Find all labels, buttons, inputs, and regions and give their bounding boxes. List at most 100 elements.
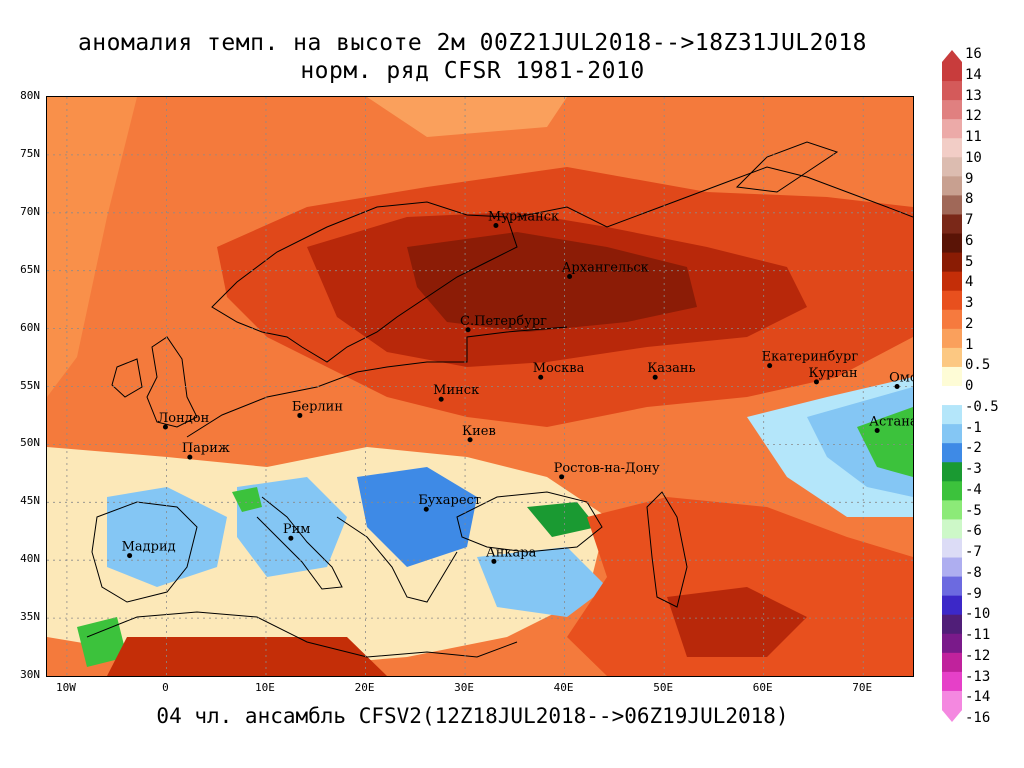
colorbar-swatch bbox=[942, 576, 962, 597]
colorbar-swatch bbox=[942, 538, 962, 559]
city-label: Мадрид bbox=[122, 540, 176, 555]
colorbar-label: 1 bbox=[965, 336, 974, 353]
colorbar-label: 11 bbox=[965, 129, 982, 145]
colorbar-swatch bbox=[942, 633, 962, 654]
iran-hot-area bbox=[667, 587, 807, 657]
colorbar-label: 7 bbox=[965, 212, 974, 228]
colorbar-label: 3 bbox=[965, 295, 974, 311]
atlantic-warm-area bbox=[47, 97, 137, 397]
colorbar-label: 6 bbox=[965, 232, 974, 249]
novaya-zemlya-coast bbox=[735, 141, 839, 193]
colorbar-label: 2 bbox=[965, 315, 974, 332]
colorbar-label: 14 bbox=[965, 66, 982, 83]
colorbar-swatch bbox=[942, 424, 962, 444]
colorbar-swatch bbox=[942, 481, 962, 501]
colorbar-label: -14 bbox=[965, 689, 991, 706]
latitude-label: 35N bbox=[20, 610, 40, 624]
anatolia-cool-area bbox=[477, 547, 607, 617]
arctic-light-area bbox=[367, 97, 567, 137]
colorbar-swatch bbox=[942, 119, 962, 139]
colorbar-label: -0.5 bbox=[965, 398, 999, 415]
longitude-label: 70E bbox=[852, 681, 873, 694]
latitude-label: 70N bbox=[20, 204, 40, 218]
city-label: Екатеринбург bbox=[762, 350, 859, 365]
city-marker bbox=[493, 223, 499, 229]
alps-green-area bbox=[232, 487, 262, 512]
latitude-label: 50N bbox=[20, 436, 40, 450]
colorbar-label: -13 bbox=[965, 668, 991, 685]
longitude-label: 40E bbox=[553, 681, 574, 694]
colorbar-label: 16 bbox=[965, 46, 982, 62]
colorbar-label: 9 bbox=[965, 170, 974, 187]
longitude-label: 0 bbox=[162, 681, 169, 694]
city-marker bbox=[127, 553, 133, 559]
city-marker bbox=[297, 412, 303, 418]
colorbar-swatch bbox=[942, 366, 962, 387]
colorbar-top-arrow bbox=[942, 50, 962, 62]
city-label: Ростов-на-Дону bbox=[554, 461, 660, 476]
city-label: Берлин bbox=[292, 399, 343, 414]
city-label: Астана bbox=[869, 415, 913, 430]
city-marker bbox=[894, 384, 900, 389]
caspian-coast bbox=[646, 491, 688, 608]
colorbar-swatch bbox=[942, 386, 962, 406]
colorbar-label: 5 bbox=[965, 253, 974, 270]
city-marker bbox=[288, 535, 294, 541]
north-africa-coast bbox=[86, 611, 518, 658]
colorbar-swatch bbox=[942, 252, 962, 273]
ireland-coast bbox=[111, 358, 143, 398]
city-marker bbox=[559, 474, 565, 480]
arctic-russia-coast bbox=[516, 166, 913, 228]
colorbar-label: -4 bbox=[965, 481, 982, 498]
longitude-label: 10W bbox=[55, 681, 76, 694]
colorbar-swatch bbox=[942, 81, 962, 101]
latitude-label: 55N bbox=[20, 378, 40, 392]
longitude-label: 60E bbox=[752, 681, 773, 694]
omsk-green-area bbox=[857, 407, 913, 477]
colorbar-swatch bbox=[942, 233, 962, 254]
colorbar-label: -11 bbox=[965, 627, 991, 643]
colorbar-swatch bbox=[942, 271, 962, 292]
colorbar-label: -12 bbox=[965, 647, 991, 664]
colorbar-swatch bbox=[942, 652, 962, 673]
city-marker bbox=[874, 428, 880, 434]
longitude-label: 20E bbox=[354, 681, 375, 694]
north-africa-hot-area bbox=[107, 637, 387, 676]
map-title-line-1: аномалия темп. на высоте 2м 00Z21JUL2018… bbox=[77, 30, 868, 56]
colorbar-label: 12 bbox=[965, 108, 982, 125]
britain-coast bbox=[146, 336, 198, 428]
colorbar-swatch bbox=[942, 328, 962, 349]
longitude-label: 50E bbox=[653, 681, 674, 694]
colorbar-swatch bbox=[942, 309, 962, 330]
city-marker bbox=[465, 327, 471, 333]
hottest-core-area bbox=[407, 232, 697, 332]
colorbar-swatch bbox=[942, 671, 962, 692]
colorbar-swatch bbox=[942, 157, 962, 177]
colorbar-label: 13 bbox=[965, 87, 982, 104]
city-marker bbox=[813, 379, 819, 385]
city-label: Минск bbox=[433, 383, 479, 398]
anomaly-map: Мурманск Архангельск С.Петербург Москва Каза… bbox=[46, 96, 914, 677]
coastlines bbox=[86, 141, 913, 658]
city-label: Казань bbox=[647, 361, 695, 376]
longitude-label: 10E bbox=[255, 681, 275, 694]
colorbar-label: 0 bbox=[965, 378, 974, 394]
city-marker bbox=[538, 374, 544, 380]
colorbar-label: -5 bbox=[965, 502, 982, 519]
colorbar-label: -1 bbox=[965, 419, 982, 436]
colorbar-label: -3 bbox=[965, 461, 982, 477]
city-marker bbox=[187, 454, 193, 460]
city-label: Париж bbox=[182, 441, 230, 456]
city-layer: Мурманск Архангельск С.Петербург Москва Каза… bbox=[122, 210, 913, 564]
iberia-coast bbox=[91, 501, 198, 603]
colorbar-label: 8 bbox=[965, 191, 974, 208]
city-label: Москва bbox=[533, 361, 585, 376]
black-sea-green-area bbox=[527, 502, 597, 537]
latitude-label: 60N bbox=[20, 320, 40, 334]
nw-africa-green-area bbox=[77, 617, 127, 667]
iberia-cool-area bbox=[107, 487, 227, 587]
colorbar-swatch bbox=[942, 595, 962, 616]
scandinavia-coast bbox=[211, 201, 518, 363]
city-label: Лондон bbox=[157, 411, 209, 426]
colorbar-swatch bbox=[942, 214, 962, 235]
